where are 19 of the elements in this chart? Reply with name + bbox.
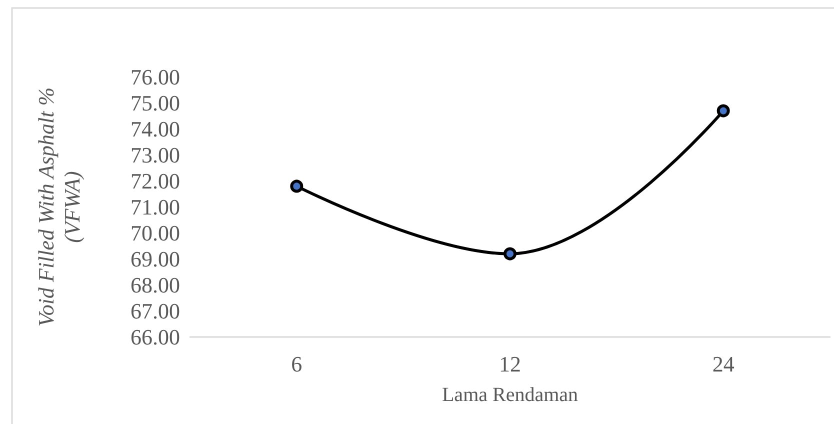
- y-tick-label: 68.00: [130, 272, 180, 298]
- y-tick-label: 76.00: [130, 64, 180, 90]
- x-tick-label: 6: [291, 352, 302, 376]
- y-tick-label: 69.00: [130, 246, 180, 272]
- y-axis-title: Void Filled With Asphalt % (VFWA): [34, 87, 84, 327]
- y-tick-label: 74.00: [130, 116, 180, 142]
- y-tick-label: 70.00: [130, 220, 180, 246]
- x-tick-label: 12: [499, 352, 521, 376]
- y-tick-label: 66.00: [130, 324, 180, 350]
- x-tick-label: 24: [712, 352, 734, 376]
- x-axis-title: Lama Rendaman: [442, 384, 578, 406]
- point: [504, 247, 516, 260]
- y-tick-label: 71.00: [130, 194, 180, 220]
- point: [716, 104, 730, 118]
- y-tick-label: 75.00: [130, 90, 180, 116]
- point: [290, 180, 304, 193]
- y-tick-label: 72.00: [130, 168, 180, 194]
- y-tick-label: 67.00: [130, 298, 180, 324]
- y-tick-label: 73.00: [130, 142, 180, 168]
